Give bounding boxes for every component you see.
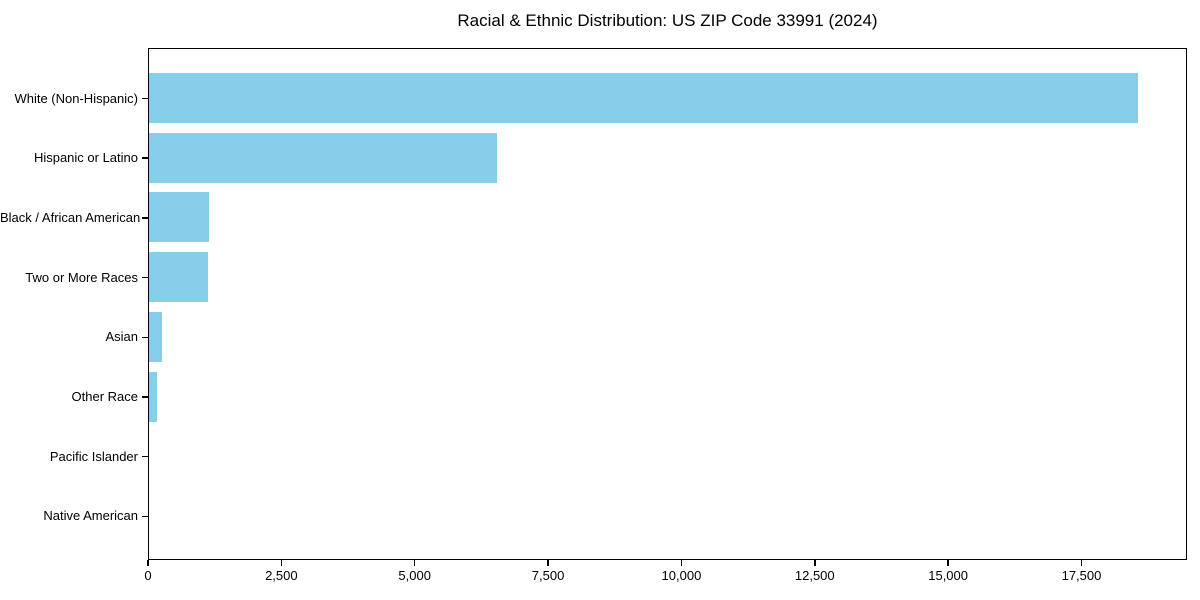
x-tick-label: 15,000 (928, 568, 968, 583)
y-tick-mark (142, 396, 148, 398)
x-tick-label: 5,000 (398, 568, 431, 583)
x-tick-mark (947, 560, 949, 566)
y-tick-label: Black / African American (0, 209, 141, 225)
bar (149, 73, 1139, 123)
x-tick-label: 12,500 (794, 568, 835, 583)
x-tick-label: 2,500 (265, 568, 298, 583)
y-tick-mark (142, 336, 148, 339)
y-tick-label: Hispanic or Latino (33, 150, 138, 166)
y-tick-label: Native American (43, 508, 138, 524)
bar (149, 192, 210, 243)
x-tick-label: 17,500 (1061, 568, 1102, 583)
plot-area (148, 48, 1187, 560)
x-tick-label: 7,500 (531, 568, 565, 583)
y-tick-label: Asian (105, 329, 138, 345)
y-tick-mark (142, 515, 148, 518)
y-tick-label: Other Race (71, 389, 138, 404)
bar (149, 132, 497, 183)
bar (149, 311, 162, 362)
x-tick-mark (814, 560, 816, 566)
x-tick-mark (680, 560, 683, 566)
y-tick-mark (142, 276, 148, 279)
y-tick-label: Pacific Islander (49, 448, 138, 464)
x-tick-mark (1080, 560, 1083, 566)
x-tick-mark (413, 560, 416, 566)
y-tick-mark (142, 455, 148, 458)
y-tick-mark (142, 217, 148, 219)
bar (149, 371, 157, 422)
x-tick-mark (547, 560, 549, 566)
y-tick-mark (142, 157, 148, 159)
x-tick-mark (280, 560, 283, 566)
y-tick-label: White (Non-Hispanic) (14, 90, 138, 106)
y-tick-label: Two or More Races (25, 269, 138, 285)
chart-title: Racial & Ethnic Distribution: US ZIP Cod… (457, 11, 878, 30)
y-tick-mark (142, 97, 148, 100)
x-tick-label: 10,000 (661, 568, 702, 583)
bar (149, 252, 209, 303)
x-tick-mark (147, 560, 149, 566)
x-tick-label: 0 (144, 568, 152, 583)
